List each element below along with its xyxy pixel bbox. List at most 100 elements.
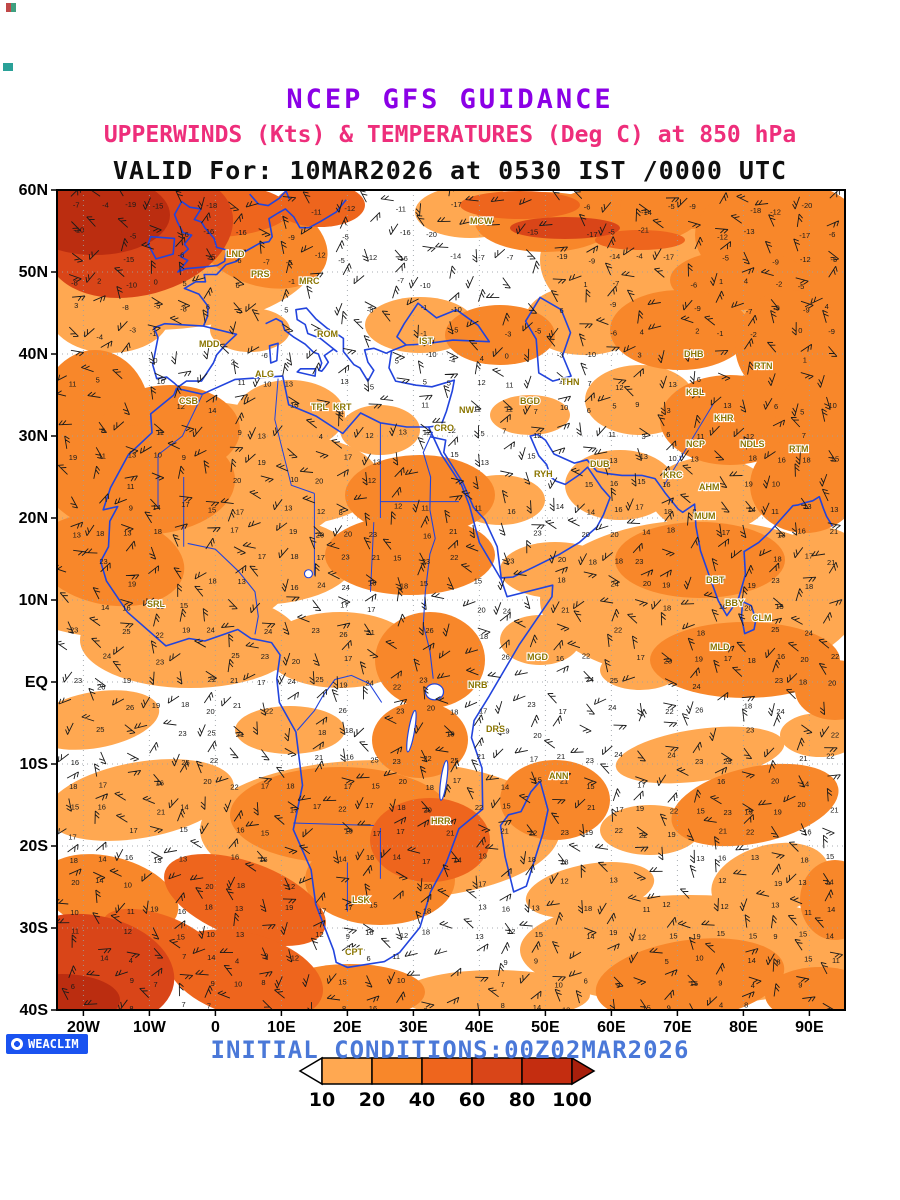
svg-text:23: 23 [724,808,732,817]
svg-text:15: 15 [585,480,593,489]
svg-text:12: 12 [400,931,408,940]
chart-title-line2: UPPERWINDS (Kts) & TEMPERATURES (Deg C) … [103,122,797,148]
svg-text:11: 11 [71,927,79,936]
svg-text:22: 22 [529,829,537,838]
svg-text:20: 20 [71,878,79,887]
svg-text:16: 16 [777,652,785,661]
svg-text:14: 14 [101,603,109,612]
svg-text:17: 17 [453,776,461,785]
svg-text:13: 13 [399,428,407,437]
svg-text:10: 10 [124,880,132,889]
svg-text:18: 18 [450,707,458,716]
svg-text:-9: -9 [694,304,701,313]
legend-segment [321,1057,373,1085]
svg-text:20: 20 [399,777,407,786]
svg-text:22: 22 [450,553,458,562]
svg-text:11: 11 [421,400,429,409]
svg-text:18: 18 [800,856,808,865]
svg-text:-10: -10 [585,350,596,359]
svg-text:10: 10 [234,980,242,989]
svg-text:20: 20 [797,800,805,809]
svg-text:-7: -7 [613,279,620,288]
svg-text:12: 12 [477,378,485,387]
svg-text:16: 16 [614,505,622,514]
svg-text:20: 20 [233,476,241,485]
svg-text:20: 20 [800,655,808,664]
svg-text:1: 1 [803,356,807,365]
svg-text:13: 13 [258,431,266,440]
svg-text:23: 23 [723,757,731,766]
svg-text:18: 18 [96,529,104,538]
svg-text:15: 15 [831,454,839,463]
svg-text:14: 14 [748,956,756,965]
weaclim-logo-icon [11,1038,23,1050]
svg-text:0: 0 [153,356,157,365]
svg-text:10: 10 [560,403,568,412]
svg-text:11: 11 [392,952,400,961]
svg-text:14: 14 [827,905,835,914]
svg-text:-16: -16 [236,228,247,237]
legend-segment [471,1057,523,1085]
svg-text:12: 12 [562,1005,570,1014]
svg-text:15: 15 [637,477,645,486]
svg-text:14: 14 [586,932,594,941]
svg-text:-12: -12 [344,204,355,213]
svg-text:-14: -14 [609,252,620,261]
station-label: DUB [590,459,610,469]
svg-text:-5: -5 [798,282,805,291]
svg-text:14: 14 [533,1003,541,1012]
svg-text:-6: -6 [610,329,617,338]
svg-text:19: 19 [258,458,266,467]
svg-text:13: 13 [609,456,617,465]
svg-text:-1: -1 [150,329,157,338]
svg-text:11: 11 [98,451,106,460]
svg-text:21: 21 [557,752,565,761]
svg-text:17: 17 [479,706,487,715]
legend-tick-label: 60 [459,1089,485,1111]
svg-text:19: 19 [339,680,347,689]
svg-text:10: 10 [263,379,271,388]
svg-text:24: 24 [667,750,675,759]
svg-text:-2: -2 [750,330,757,339]
svg-text:7: 7 [182,1000,186,1009]
svg-text:24: 24 [586,675,594,684]
svg-text:-9: -9 [288,233,295,242]
svg-text:-7: -7 [478,253,485,262]
svg-text:23: 23 [341,553,349,562]
svg-text:18: 18 [286,782,294,791]
svg-text:21: 21 [830,805,838,814]
svg-text:12: 12 [662,900,670,909]
lon-tick-label: 70E [663,1019,692,1036]
svg-text:11: 11 [69,380,77,389]
lat-tick-label: 10S [20,756,49,773]
svg-text:6: 6 [587,406,591,415]
svg-text:4: 4 [129,956,133,965]
station-label: CPT [345,947,364,957]
svg-text:13: 13 [285,380,293,389]
svg-text:18: 18 [663,604,671,613]
svg-text:11: 11 [643,905,651,914]
lake-malawi [439,759,449,801]
svg-text:18: 18 [799,677,807,686]
station-label: DHB [684,349,704,359]
svg-text:22: 22 [230,782,238,791]
grid-layer [57,190,845,1010]
svg-text:16: 16 [369,1004,377,1013]
svg-text:11: 11 [127,907,135,916]
svg-text:19: 19 [745,480,753,489]
svg-text:14: 14 [453,855,461,864]
svg-text:18: 18 [773,554,781,563]
svg-text:5: 5 [395,356,399,365]
svg-text:4: 4 [480,354,484,363]
svg-text:14: 14 [801,780,809,789]
svg-text:19: 19 [667,830,675,839]
station-label: AHM [699,482,720,492]
svg-text:16: 16 [122,603,130,612]
svg-text:18: 18 [181,700,189,709]
svg-text:23: 23 [419,675,427,684]
station-label: BBY [725,598,744,608]
svg-text:10: 10 [154,451,162,460]
svg-text:17: 17 [257,678,265,687]
svg-text:-5: -5 [608,228,615,237]
svg-text:22: 22 [615,826,623,835]
